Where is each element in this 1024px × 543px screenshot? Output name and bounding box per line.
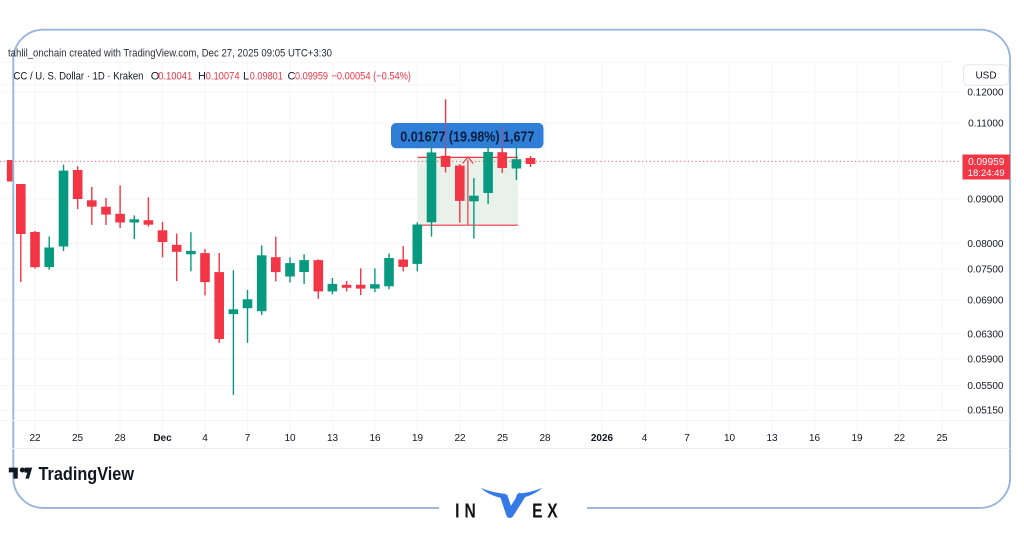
svg-text:X: X xyxy=(547,499,557,522)
svg-text:0.06900: 0.06900 xyxy=(967,295,1004,306)
svg-text:0.07500: 0.07500 xyxy=(967,264,1004,275)
svg-text:28: 28 xyxy=(114,433,126,444)
svg-text:0.11000: 0.11000 xyxy=(968,119,1004,130)
svg-text:0.08000: 0.08000 xyxy=(967,239,1004,250)
svg-text:16: 16 xyxy=(369,433,381,444)
svg-text:0.06300: 0.06300 xyxy=(967,330,1004,341)
svg-text:0.09000: 0.09000 xyxy=(967,195,1004,206)
svg-text:22: 22 xyxy=(29,433,41,444)
svg-text:USD: USD xyxy=(975,71,996,82)
svg-text:Dec: Dec xyxy=(153,433,172,444)
svg-text:I: I xyxy=(455,499,459,522)
svg-text:7: 7 xyxy=(245,433,251,444)
svg-text:0.09959: 0.09959 xyxy=(968,157,1005,168)
svg-text:0.09801: 0.09801 xyxy=(250,71,283,83)
svg-text:22: 22 xyxy=(894,433,906,444)
svg-text:0.05500: 0.05500 xyxy=(967,381,1004,392)
svg-text:H: H xyxy=(198,71,206,83)
svg-text:28: 28 xyxy=(539,433,551,444)
svg-text:4: 4 xyxy=(202,433,208,444)
svg-text:2026: 2026 xyxy=(591,433,614,444)
svg-text:0.01677 (19.98%) 1,677: 0.01677 (19.98%) 1,677 xyxy=(400,129,534,146)
svg-text:10: 10 xyxy=(724,433,736,444)
svg-text:E: E xyxy=(532,499,542,522)
svg-text:16: 16 xyxy=(809,433,821,444)
svg-text:0.09959: 0.09959 xyxy=(295,71,328,83)
svg-text:7: 7 xyxy=(684,433,690,444)
svg-text:25: 25 xyxy=(497,433,509,444)
svg-text:18:24:49: 18:24:49 xyxy=(968,168,1005,179)
svg-text:0.05900: 0.05900 xyxy=(967,354,1004,365)
svg-text:22: 22 xyxy=(454,433,466,444)
svg-text:0.10074: 0.10074 xyxy=(206,71,240,83)
svg-text:10: 10 xyxy=(284,433,296,444)
svg-text:N: N xyxy=(464,499,475,522)
svg-text:0.05150: 0.05150 xyxy=(967,406,1004,417)
svg-text:L: L xyxy=(243,71,249,83)
svg-text:19: 19 xyxy=(851,433,863,444)
svg-text:C: C xyxy=(288,71,296,83)
svg-text:0.10041: 0.10041 xyxy=(158,71,192,83)
svg-text:19: 19 xyxy=(412,433,424,444)
svg-text:O: O xyxy=(151,71,160,83)
svg-text:25: 25 xyxy=(72,433,84,444)
svg-text:13: 13 xyxy=(327,433,339,444)
svg-text:CC / U. S. Dollar · 1D · Krake: CC / U. S. Dollar · 1D · Kraken xyxy=(14,71,144,83)
svg-text:TradingView: TradingView xyxy=(39,464,135,484)
svg-text:−0.00054 (−0.54%): −0.00054 (−0.54%) xyxy=(332,71,412,83)
svg-text:0.12000: 0.12000 xyxy=(967,87,1004,98)
svg-text:13: 13 xyxy=(766,433,778,444)
svg-text:25: 25 xyxy=(936,433,948,444)
svg-text:4: 4 xyxy=(642,433,648,444)
svg-text:tahlil_onchain created with Tr: tahlil_onchain created with TradingView.… xyxy=(8,48,332,60)
